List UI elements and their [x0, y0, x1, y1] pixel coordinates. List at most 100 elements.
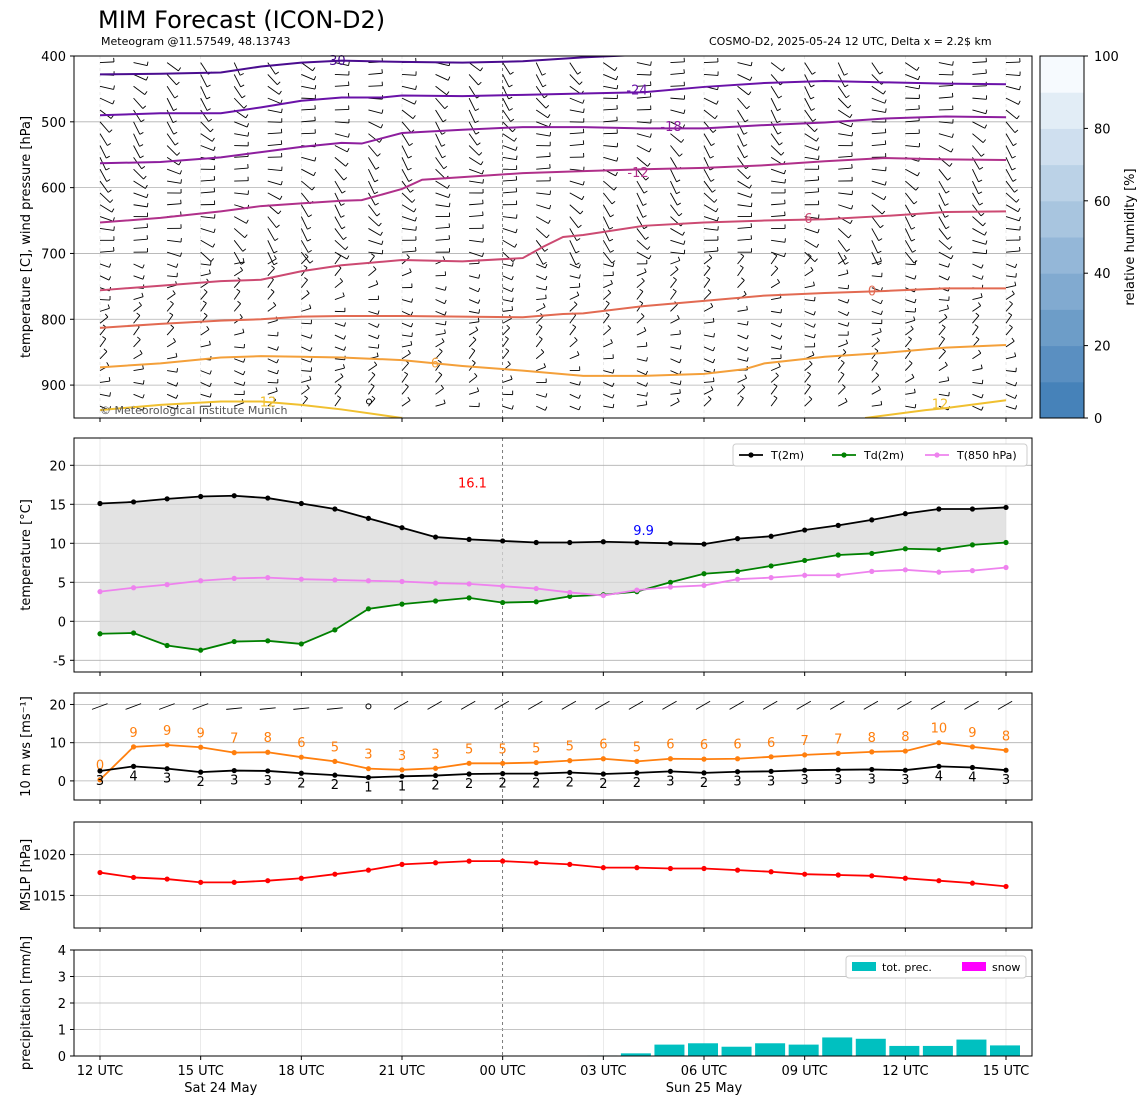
wind-barb-flag: [476, 142, 481, 146]
series-point: [432, 860, 439, 866]
wind-barb-flag: [814, 128, 818, 132]
wind-barb-flag: [914, 275, 917, 280]
wind-barb-flag: [1016, 198, 1020, 203]
wind-barb: [569, 326, 577, 336]
legend-label: tot. prec.: [882, 961, 932, 974]
wind-barb: [133, 263, 143, 269]
wind-barb: [569, 216, 579, 228]
wind-barb: [897, 700, 912, 710]
wind-barb-flag: [581, 195, 585, 200]
wind-barb: [334, 157, 346, 167]
wind-barb: [536, 366, 546, 372]
wind-barb-flag: [278, 90, 282, 95]
wind-barb: [905, 299, 915, 304]
series-point: [600, 539, 606, 545]
wind-barb-flag: [247, 132, 250, 137]
wind-barb: [737, 192, 751, 198]
wind-barb: [737, 133, 744, 147]
wind-barb: [200, 302, 207, 312]
wind-barb-flag: [504, 336, 509, 340]
wind-barb-flag: [817, 146, 820, 151]
series-point: [667, 584, 674, 590]
wind-barb-flag: [236, 288, 241, 292]
location-text: Meteogram @11.57549, 48.13743: [101, 35, 291, 48]
wind-barb-flag: [979, 202, 984, 206]
wind-barb-flag: [309, 304, 312, 309]
series-point: [969, 744, 976, 750]
series-point: [835, 522, 841, 528]
wind-barb-flag: [614, 67, 618, 71]
wind-barb-flag: [478, 309, 481, 314]
wind-barb-flag: [612, 394, 615, 399]
wind-barb: [99, 351, 108, 360]
wind-barb: [233, 62, 241, 76]
wind-barb: [703, 346, 714, 352]
series-point: [802, 572, 808, 578]
wind-barb: [334, 267, 342, 277]
wind-barb-flag: [883, 90, 886, 95]
wind-barb: [938, 84, 953, 87]
data-label: 3: [801, 773, 809, 788]
wind-barb-flag: [746, 357, 749, 362]
wind-barb: [401, 121, 412, 133]
wind-barb-flag: [209, 370, 212, 375]
wind-barb: [964, 700, 979, 710]
wind-barb: [703, 97, 717, 105]
wind-barb-flag: [208, 118, 213, 122]
wind-barb-flag: [578, 224, 582, 229]
series-point: [600, 865, 606, 871]
series-point: [667, 756, 674, 762]
wind-barb-flag: [975, 336, 980, 340]
precip-y-tick-label: 2: [58, 997, 66, 1012]
wind-barb: [536, 393, 546, 398]
wind-barb: [368, 346, 379, 349]
wind-barb-flag: [777, 278, 781, 283]
wind-barb-flag: [679, 380, 682, 385]
wind-barb-flag: [746, 105, 750, 110]
wind-barb: [871, 404, 882, 407]
series-point: [432, 534, 439, 540]
wind-barb-flag: [908, 360, 913, 364]
wind-barb-flag: [783, 252, 786, 257]
wind-barb-flag: [511, 275, 514, 281]
wind-barb-flag: [1014, 189, 1018, 193]
wind-barb: [703, 73, 718, 76]
wind-barb-flag: [1014, 352, 1017, 357]
wind-barb: [334, 386, 342, 395]
wind-barb: [904, 192, 915, 205]
wind-barb-flag: [944, 215, 949, 218]
colorbar-tick-label: 100: [1094, 50, 1119, 65]
series-point: [835, 750, 841, 756]
data-label: 1: [398, 779, 406, 794]
wind-barb: [133, 393, 143, 399]
wind-barb: [234, 121, 248, 128]
wind-barb: [326, 707, 343, 710]
series-point: [231, 638, 237, 645]
wind-barb-flag: [878, 238, 883, 242]
wind-barb-flag: [448, 193, 451, 198]
pressure-y-tick-label: 600: [41, 182, 66, 197]
wind-barb: [401, 344, 412, 348]
wind-barb: [972, 145, 982, 157]
wind-barb-flag: [240, 266, 244, 271]
wind-barb: [603, 327, 611, 336]
wind-barb: [99, 85, 114, 90]
wind-barb: [837, 62, 845, 76]
wind-barb-flag: [337, 395, 341, 399]
wind-barb: [401, 271, 412, 277]
series-point: [768, 754, 774, 760]
wind-barb-flag: [549, 132, 552, 137]
wind-barb: [804, 191, 819, 194]
precip-bar: [956, 1039, 987, 1056]
series-line: [99, 860, 1007, 888]
wind-barb: [770, 86, 779, 99]
wind-barb: [301, 108, 316, 111]
wind-barb: [905, 310, 916, 313]
wind-barb: [226, 707, 243, 710]
wind-barb-flag: [138, 301, 142, 306]
wind-barb-flag: [750, 61, 753, 66]
wind-barb-flag: [952, 61, 954, 66]
wind-barb: [401, 216, 416, 222]
series-point: [1003, 747, 1009, 753]
wind-barb: [133, 133, 140, 147]
